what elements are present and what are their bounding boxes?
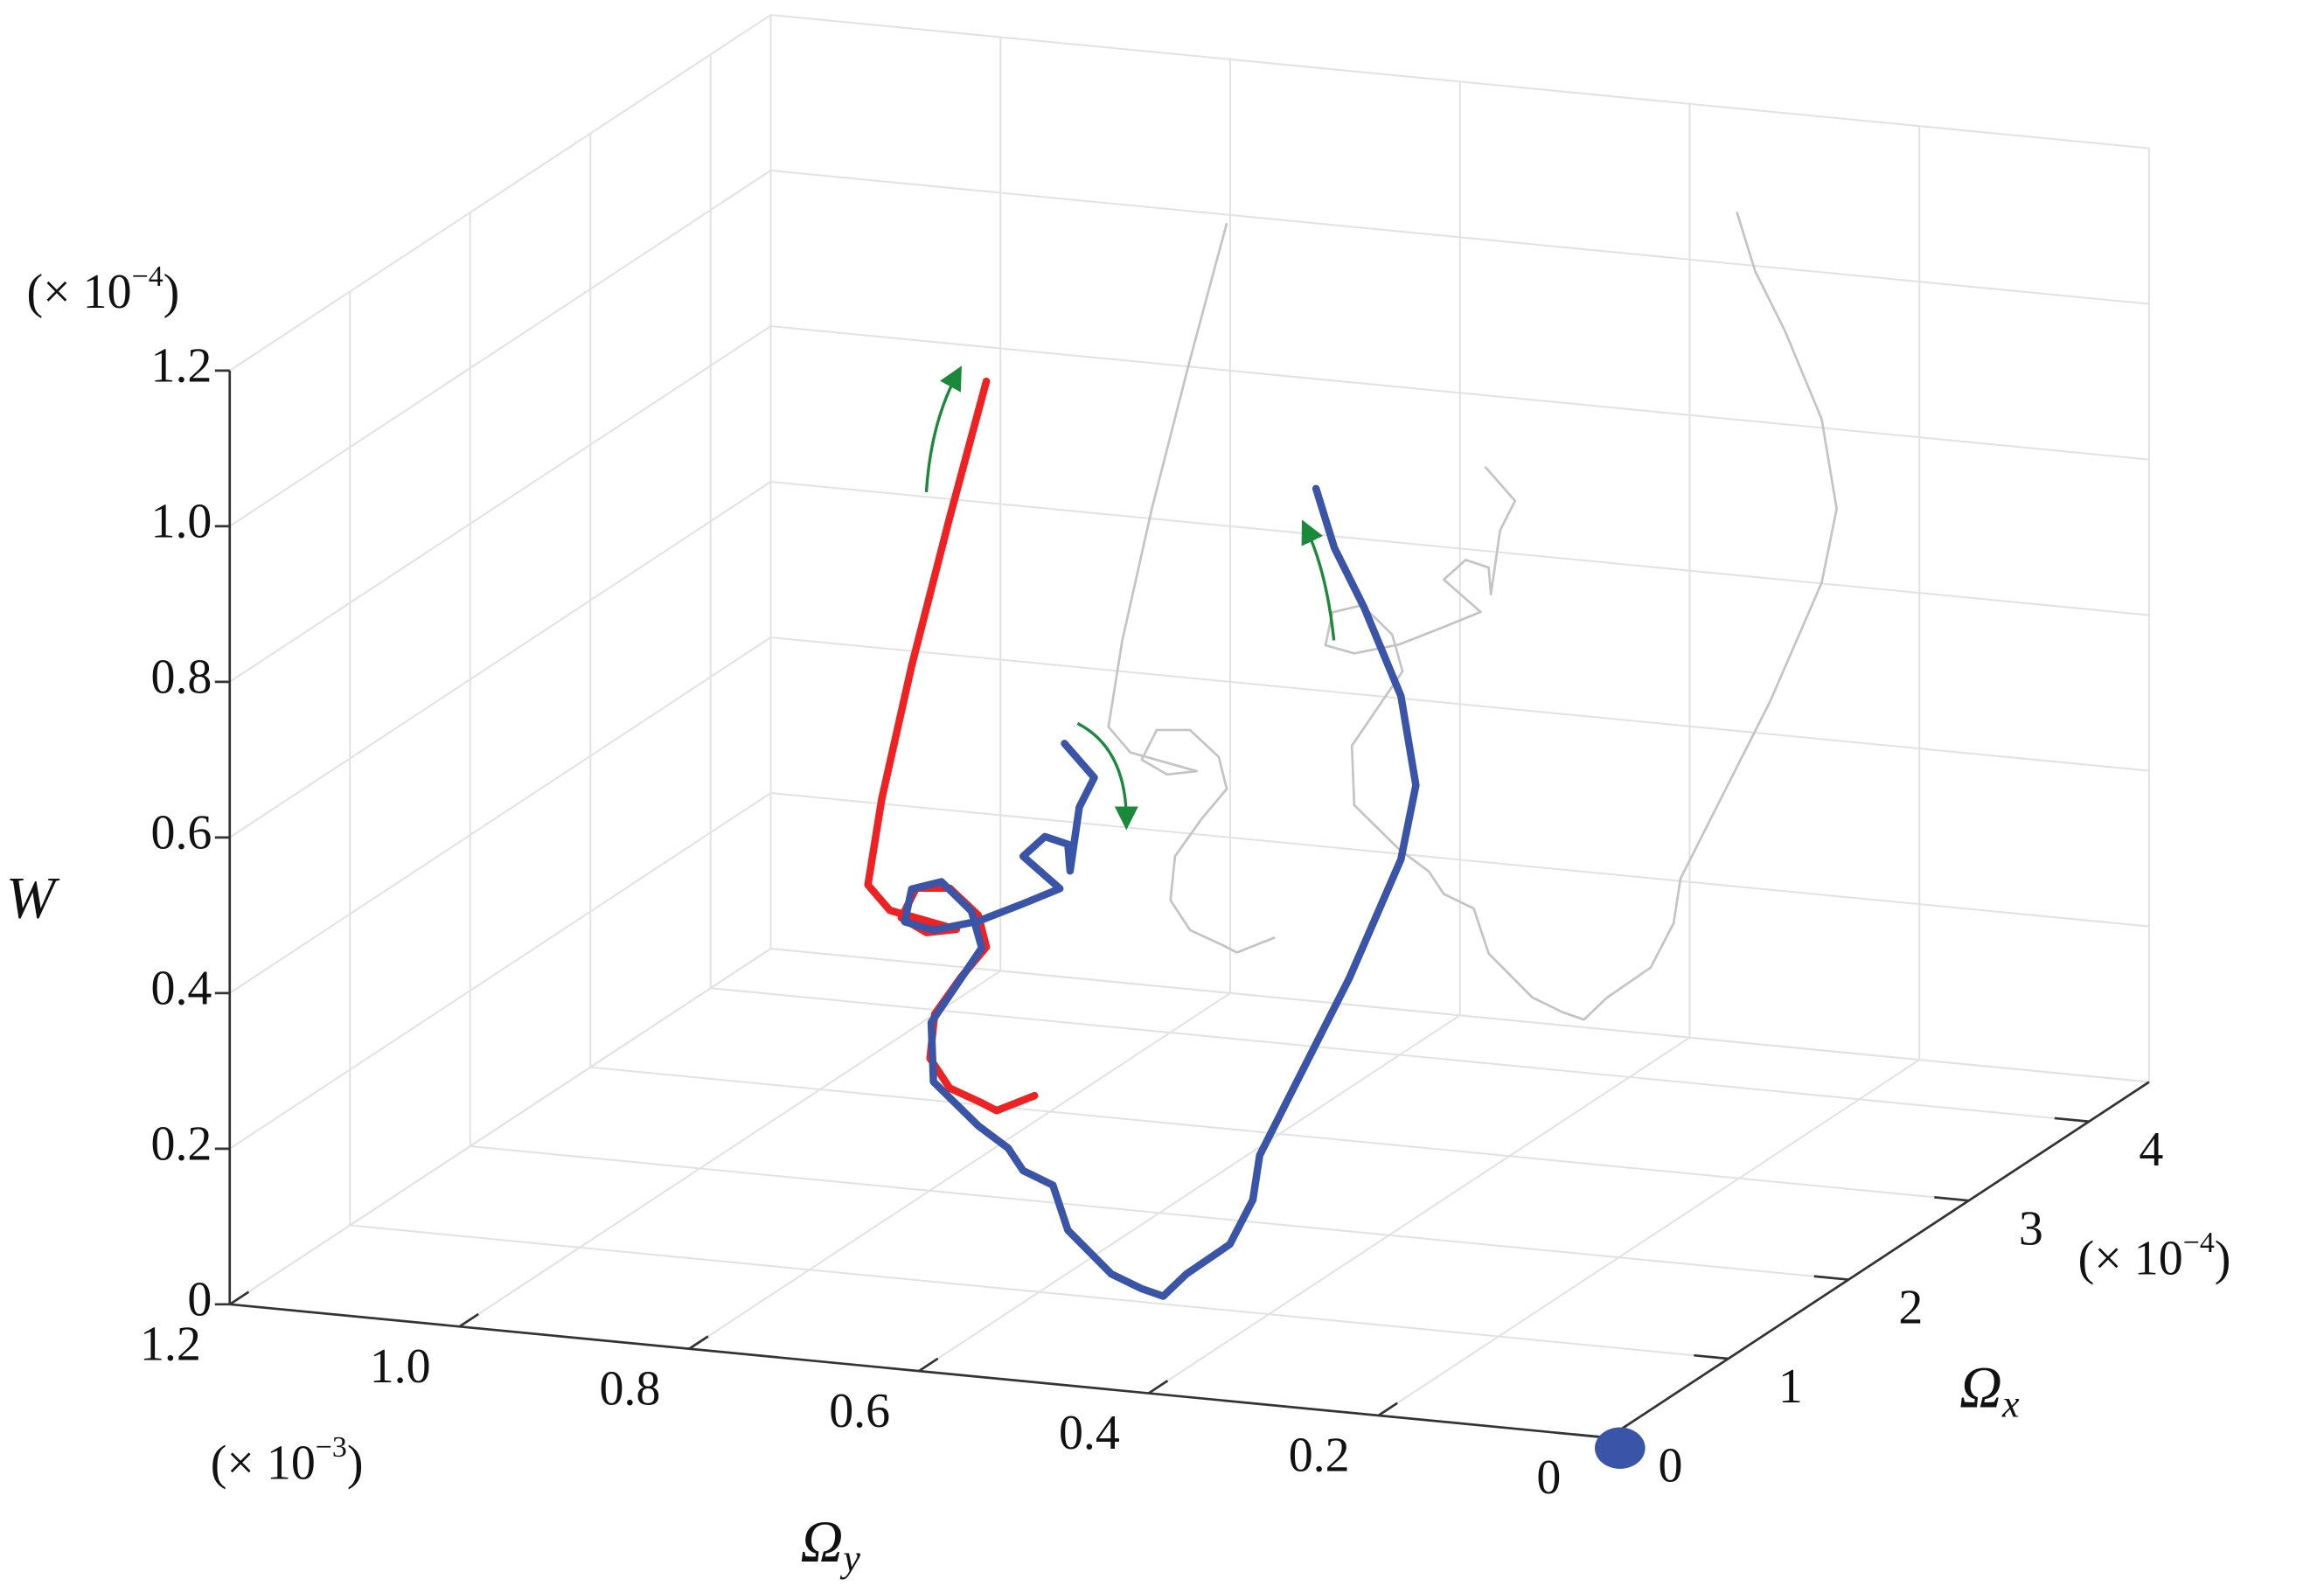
grid-line <box>229 14 772 372</box>
y-axis-subscript: y <box>839 1537 860 1580</box>
y-axis-symbol: Ω <box>800 1508 843 1574</box>
y-tick-label: 1.0 <box>370 1339 431 1394</box>
tick-mark <box>688 1335 709 1350</box>
x-tick-label: 4 <box>2139 1123 2163 1177</box>
x-tick-label: 0 <box>1658 1439 1682 1493</box>
x-tick-label: 3 <box>2019 1201 2043 1256</box>
tick-mark <box>918 1357 939 1373</box>
tick-mark <box>1377 1402 1398 1417</box>
tick-mark <box>1694 1353 1729 1360</box>
multiplier-exponent: −4 <box>2183 1227 2215 1259</box>
grid-line <box>229 636 772 994</box>
axis-line <box>1607 1081 2150 1439</box>
tick-mark <box>458 1312 479 1328</box>
data-layer <box>864 377 1420 1300</box>
multiplier-base: (× 10 <box>211 1436 316 1490</box>
grid-line <box>458 970 1001 1328</box>
shadow-layer <box>1107 211 1838 1021</box>
tick-mark <box>1813 1275 1849 1281</box>
tick-mark <box>1147 1380 1169 1395</box>
grid-layer <box>228 14 2150 1439</box>
grid-line <box>770 791 2150 928</box>
x-multiplier: (× 10−4) <box>2078 1227 2231 1285</box>
x-axis-subscript: x <box>2001 1383 2020 1426</box>
tick-mark <box>229 1290 250 1305</box>
grid-line <box>688 991 1231 1350</box>
grid-line <box>770 170 2150 305</box>
direction-arrow <box>924 365 962 492</box>
multiplier-exponent: −3 <box>316 1431 347 1464</box>
grid-line <box>229 948 772 1305</box>
y-tick-label: 0.4 <box>1059 1406 1120 1460</box>
x-tick-label: 2 <box>1898 1281 1923 1335</box>
multiplier-base: (× 10 <box>2078 1231 2183 1285</box>
y-tick-label: 0.2 <box>1289 1429 1350 1483</box>
z-tick-label: 0.4 <box>150 962 212 1016</box>
tick-mark <box>2054 1116 2090 1123</box>
y-tick-label: 0.6 <box>829 1384 890 1438</box>
grid-line <box>229 170 772 527</box>
grid-line <box>770 481 2150 616</box>
direction-arrow <box>1076 721 1138 831</box>
x-axis-symbol: Ω <box>1959 1354 2002 1420</box>
axes-layer <box>214 369 2150 1439</box>
grid-line <box>229 325 772 683</box>
wall-shadow <box>1324 211 1838 1021</box>
grid-line <box>1377 1059 1920 1416</box>
wall-shadow <box>1107 222 1276 954</box>
direction-arrow <box>1301 519 1336 641</box>
y-tick-label: 0 <box>1536 1450 1561 1505</box>
grid-line <box>770 14 2150 150</box>
x-axis-title: Ωx <box>1959 1354 2020 1425</box>
multiplier-base: (× 10 <box>27 265 132 319</box>
x-tick-label: 1 <box>1778 1360 1803 1414</box>
z-tick-label: 1.0 <box>150 495 212 549</box>
y-tick-label: 0.8 <box>599 1361 660 1416</box>
multiplier-close: ) <box>164 265 180 319</box>
z-tick-label: 1.2 <box>150 339 212 393</box>
y-tick-label: 1.2 <box>140 1318 201 1372</box>
z-axis-title: W <box>6 866 60 931</box>
multiplier-close: ) <box>347 1436 364 1490</box>
z-tick-label: 0.2 <box>150 1117 212 1172</box>
z-tick-label: 0.8 <box>150 650 212 705</box>
grid-line <box>1148 1036 1691 1395</box>
trajectory <box>864 377 1039 1115</box>
z-tick-label: 0.6 <box>150 806 212 860</box>
trajectory <box>901 484 1420 1300</box>
tick-mark <box>1934 1196 1969 1202</box>
multiplier-exponent: −4 <box>132 261 164 293</box>
multiplier-close: ) <box>2215 1231 2231 1285</box>
origin-marker <box>1594 1427 1646 1469</box>
z-multiplier: (× 10−4) <box>27 261 180 319</box>
label-layer: 00.20.40.60.81.01.200.20.40.60.81.01.201… <box>140 339 2163 1505</box>
z-tick-label: 0 <box>187 1273 212 1327</box>
box-edge <box>770 947 2150 1083</box>
grid-line <box>229 792 772 1150</box>
grid-line <box>770 636 2150 772</box>
grid-line <box>918 1014 1461 1372</box>
y-axis-title: Ωy <box>800 1508 860 1579</box>
grid-line <box>770 325 2150 461</box>
grid-line <box>229 481 772 838</box>
y-multiplier: (× 10−3) <box>211 1431 364 1490</box>
